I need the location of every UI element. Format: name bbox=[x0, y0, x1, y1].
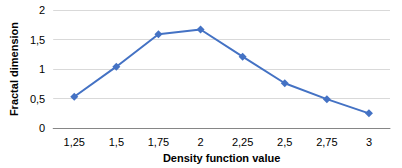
svg-text:2,5: 2,5 bbox=[277, 136, 292, 148]
svg-text:2: 2 bbox=[197, 136, 203, 148]
svg-text:1: 1 bbox=[39, 63, 45, 75]
svg-text:2,25: 2,25 bbox=[232, 136, 253, 148]
svg-text:2,75: 2,75 bbox=[316, 136, 337, 148]
svg-text:0,5: 0,5 bbox=[30, 93, 45, 105]
svg-text:3: 3 bbox=[366, 136, 372, 148]
svg-text:Density function value: Density function value bbox=[163, 152, 280, 164]
svg-text:Fractal dimension: Fractal dimension bbox=[8, 22, 20, 116]
svg-text:0: 0 bbox=[39, 122, 45, 134]
svg-text:1,25: 1,25 bbox=[64, 136, 85, 148]
svg-text:1,5: 1,5 bbox=[30, 34, 45, 46]
svg-text:2: 2 bbox=[39, 4, 45, 16]
svg-text:1,5: 1,5 bbox=[109, 136, 124, 148]
svg-text:1,75: 1,75 bbox=[148, 136, 169, 148]
